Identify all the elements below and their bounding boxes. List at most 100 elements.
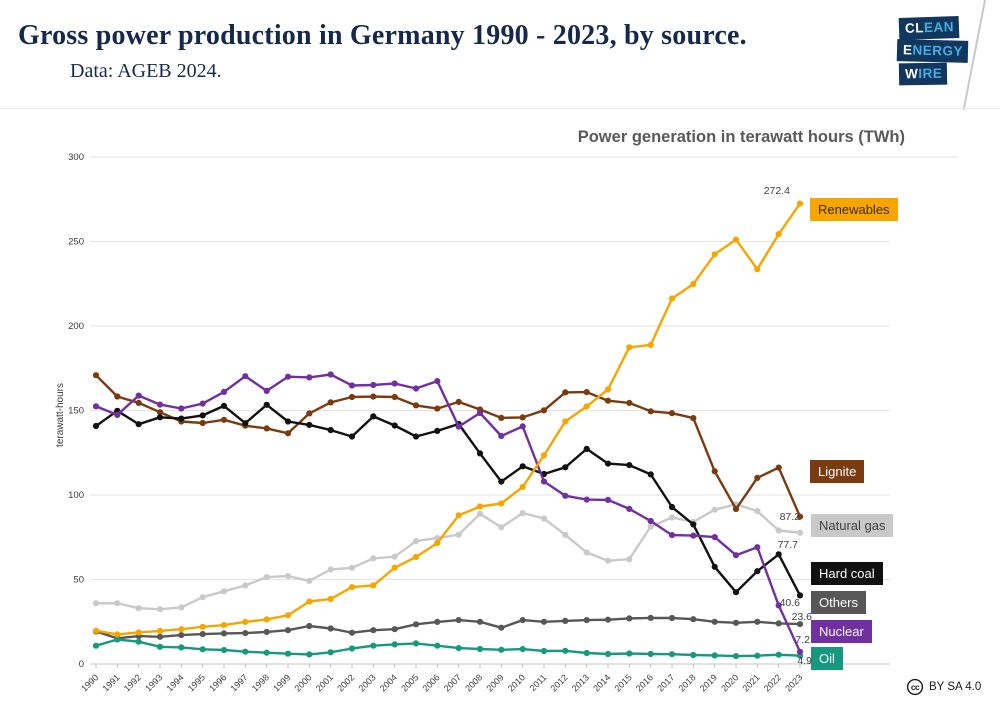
series-renewables-marker bbox=[583, 403, 590, 410]
series-lignite-marker bbox=[434, 405, 441, 412]
series-nuclear-marker bbox=[391, 380, 398, 387]
series-lignite-marker bbox=[540, 407, 548, 414]
series-oil-marker bbox=[540, 647, 548, 655]
series-label-nuclear: Nuclear bbox=[811, 620, 872, 643]
series-oil-marker bbox=[412, 640, 420, 647]
series-oil-marker bbox=[135, 638, 142, 645]
series-nuclear-marker bbox=[156, 401, 164, 408]
series-natural-gas-marker bbox=[668, 514, 676, 521]
series-nuclear-line bbox=[92, 371, 804, 655]
series-others-marker bbox=[455, 617, 462, 624]
series-others-marker bbox=[583, 617, 590, 624]
series-oil-marker bbox=[583, 649, 590, 657]
series-natural-gas-marker bbox=[754, 508, 761, 515]
y-axis-title: terawatt-hours bbox=[55, 383, 66, 447]
series-natural-gas-marker bbox=[114, 600, 121, 607]
x-tick-label-1993: 1993 bbox=[143, 672, 164, 693]
series-oil-marker bbox=[156, 643, 164, 650]
series-hard-coal-marker bbox=[370, 413, 377, 420]
series-oil-marker bbox=[711, 652, 718, 659]
series-natural-gas-marker bbox=[327, 566, 334, 573]
series-renewables-marker bbox=[647, 341, 654, 348]
series-others-marker bbox=[370, 627, 377, 634]
series-label-oil: Oil bbox=[811, 647, 843, 670]
series-oil-marker bbox=[391, 641, 398, 648]
series-oil-path bbox=[94, 638, 802, 658]
series-natural-gas-marker bbox=[498, 524, 505, 531]
series-hard-coal-marker bbox=[263, 401, 270, 408]
series-nuclear-marker bbox=[199, 400, 206, 407]
series-oil-marker bbox=[178, 644, 185, 651]
series-nuclear-marker bbox=[711, 534, 718, 541]
x-tick-label-2004: 2004 bbox=[378, 672, 399, 693]
series-natural-gas-path bbox=[94, 503, 802, 611]
series-hard-coal-marker bbox=[348, 433, 356, 440]
series-hard-coal-marker bbox=[391, 422, 398, 429]
series-lignite-marker bbox=[668, 410, 676, 417]
series-nuclear-marker bbox=[732, 552, 740, 559]
series-lignite-marker bbox=[220, 416, 228, 423]
series-nuclear-marker bbox=[263, 387, 270, 394]
x-tick-label-1996: 1996 bbox=[207, 672, 228, 693]
series-others-marker bbox=[519, 617, 526, 624]
series-oil-marker bbox=[519, 646, 526, 653]
x-tick-label-2002: 2002 bbox=[335, 672, 356, 693]
series-others-marker bbox=[540, 618, 548, 625]
series-hard-coal-marker bbox=[562, 464, 569, 471]
series-others-marker bbox=[647, 614, 654, 622]
series-renewables-marker bbox=[754, 266, 761, 273]
series-hard-coal-marker bbox=[156, 414, 164, 421]
series-oil-marker bbox=[455, 645, 462, 652]
series-others-marker bbox=[242, 630, 249, 637]
y-axis-tick-labels: 0 50 100 150 200 250 300 bbox=[68, 152, 84, 670]
series-renewables-marker bbox=[540, 452, 548, 459]
series-renewables-marker bbox=[370, 582, 377, 589]
series-nuclear-marker bbox=[178, 405, 185, 412]
series-renewables-marker bbox=[626, 344, 633, 351]
series-natural-gas-line bbox=[92, 501, 804, 613]
series-hard-coal-marker bbox=[754, 568, 761, 575]
series-nuclear-marker bbox=[434, 378, 441, 385]
series-others-marker bbox=[690, 616, 697, 623]
series-oil-marker bbox=[220, 646, 228, 654]
series-others-marker bbox=[604, 616, 612, 623]
series-nuclear-marker bbox=[327, 371, 334, 378]
series-label-renewables: Renewables bbox=[810, 198, 898, 221]
end-value-hard-coal: 40.6 bbox=[779, 597, 800, 609]
series-nuclear-marker bbox=[562, 492, 569, 499]
page-title: Gross power production in Germany 1990 -… bbox=[18, 20, 747, 51]
series-natural-gas-marker bbox=[562, 531, 569, 539]
y-tick-label-300: 300 bbox=[68, 152, 84, 163]
series-hard-coal-marker bbox=[412, 433, 420, 440]
x-tick-label-2016: 2016 bbox=[634, 672, 655, 693]
x-tick-label-1992: 1992 bbox=[122, 672, 143, 693]
series-lignite-marker bbox=[519, 414, 526, 421]
series-oil-marker bbox=[370, 642, 377, 649]
series-renewables-marker bbox=[284, 612, 292, 619]
series-natural-gas-marker bbox=[348, 564, 356, 571]
y-tick-label-100: 100 bbox=[68, 490, 84, 501]
series-hard-coal-line bbox=[92, 401, 804, 599]
series-nuclear-marker bbox=[583, 496, 590, 503]
y-tick-label-0: 0 bbox=[79, 659, 84, 670]
series-renewables-marker bbox=[434, 539, 441, 547]
series-hard-coal-marker bbox=[476, 450, 484, 457]
series-renewables-marker bbox=[199, 623, 206, 630]
series-lignite-marker bbox=[796, 513, 804, 520]
series-nuclear-marker bbox=[455, 423, 462, 430]
series-natural-gas-marker bbox=[135, 605, 142, 612]
series-natural-gas-marker bbox=[178, 604, 185, 611]
x-tick-label-2010: 2010 bbox=[506, 672, 527, 693]
series-oil-marker bbox=[732, 653, 740, 660]
series-oil-marker bbox=[92, 642, 100, 649]
series-hard-coal-marker bbox=[135, 421, 142, 428]
series-lignite-marker bbox=[583, 389, 590, 396]
series-others-marker bbox=[775, 620, 782, 627]
series-oil-marker bbox=[690, 651, 697, 659]
series-hard-coal-marker bbox=[178, 415, 185, 422]
series-renewables-marker bbox=[412, 553, 420, 561]
series-hard-coal-marker bbox=[690, 521, 697, 528]
x-tick-label-2019: 2019 bbox=[698, 672, 719, 693]
series-lignite-marker bbox=[348, 393, 356, 401]
